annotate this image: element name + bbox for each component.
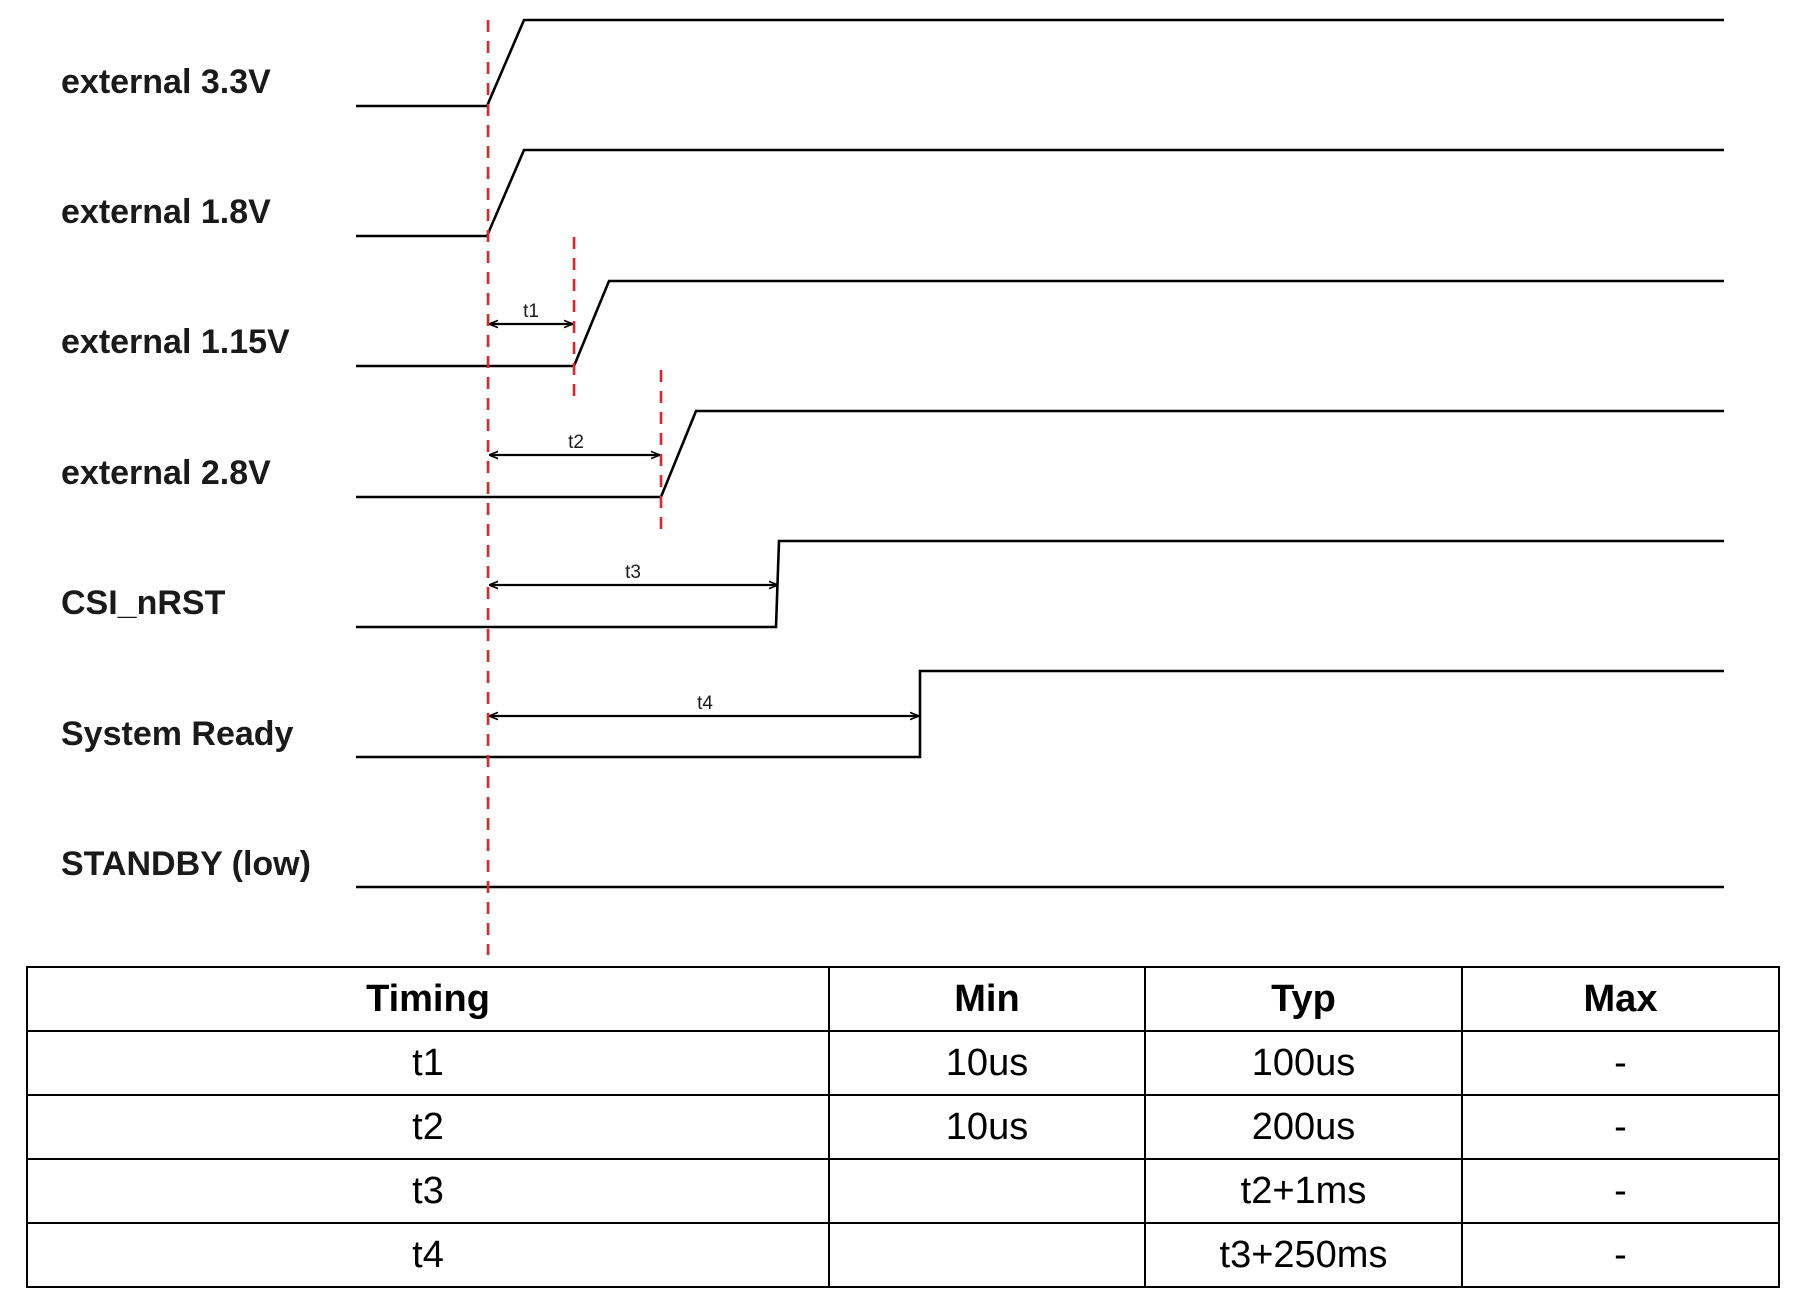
cell-timing: t3 bbox=[26, 1158, 830, 1224]
timing-table: Timing Min Typ Max t1 10us 100us - t2 10… bbox=[26, 966, 1780, 1288]
cell-min: 10us bbox=[828, 1030, 1146, 1096]
signal-label-1v15: external 1.15V bbox=[61, 323, 290, 361]
header-max: Max bbox=[1461, 966, 1780, 1032]
interval-label-t4: t4 bbox=[697, 693, 713, 714]
cell-max: - bbox=[1461, 1094, 1780, 1160]
table-row: t2 10us 200us - bbox=[26, 1094, 1780, 1160]
table-header-row: Timing Min Typ Max bbox=[26, 966, 1780, 1032]
waveform-system-ready bbox=[356, 669, 1724, 759]
signal-label-2v8: external 2.8V bbox=[61, 454, 271, 492]
interval-label-t2: t2 bbox=[568, 432, 584, 453]
cell-timing: t1 bbox=[26, 1030, 830, 1096]
cell-typ: 200us bbox=[1144, 1094, 1463, 1160]
table-row: t4 t3+250ms - bbox=[26, 1222, 1780, 1288]
cell-typ: t2+1ms bbox=[1144, 1158, 1463, 1224]
header-timing: Timing bbox=[26, 966, 830, 1032]
waveform-2v8 bbox=[356, 409, 1724, 499]
header-typ: Typ bbox=[1144, 966, 1463, 1032]
table-row: t3 t2+1ms - bbox=[26, 1158, 1780, 1224]
cell-min bbox=[828, 1222, 1146, 1288]
cell-max: - bbox=[1461, 1030, 1780, 1096]
cell-min: 10us bbox=[828, 1094, 1146, 1160]
waveform-1v8 bbox=[356, 148, 1724, 238]
timing-diagram: external 3.3V external 1.8V external 1.1… bbox=[61, 18, 1724, 955]
signal-label-standby: STANDBY (low) bbox=[61, 845, 311, 883]
signal-label-csi-nrst: CSI_nRST bbox=[61, 584, 226, 622]
cell-max: - bbox=[1461, 1158, 1780, 1224]
waveform-1v15 bbox=[356, 279, 1724, 368]
signal-label-system-ready: System Ready bbox=[61, 715, 294, 753]
signal-label-1v8: external 1.8V bbox=[61, 193, 271, 231]
waveform-3v3 bbox=[356, 18, 1724, 108]
table-row: t1 10us 100us - bbox=[26, 1030, 1780, 1096]
cell-max: - bbox=[1461, 1222, 1780, 1288]
interval-label-t1: t1 bbox=[523, 301, 539, 322]
cell-typ: t3+250ms bbox=[1144, 1222, 1463, 1288]
interval-label-t3: t3 bbox=[625, 562, 641, 583]
cell-typ: 100us bbox=[1144, 1030, 1463, 1096]
cell-min bbox=[828, 1158, 1146, 1224]
cell-timing: t2 bbox=[26, 1094, 830, 1160]
signal-label-3v3: external 3.3V bbox=[61, 63, 271, 101]
header-min: Min bbox=[828, 966, 1146, 1032]
cell-timing: t4 bbox=[26, 1222, 830, 1288]
